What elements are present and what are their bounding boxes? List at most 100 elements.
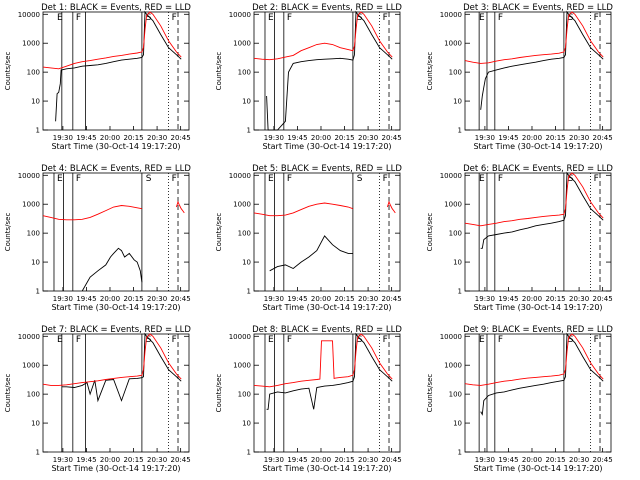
x-axis-label: Start Time (30-Oct-14 19:17:20) [473,303,602,312]
x-tick-label: 20:00 [311,134,331,142]
x-tick-label: 20:00 [522,456,542,464]
x-tick-label: 19:45 [287,295,307,303]
event-marker: F [76,13,81,23]
x-axis-label: Start Time (30-Oct-14 19:17:20) [473,464,602,473]
x-tick-label: 19:45 [498,456,518,464]
y-axis-label: Counts/sec [426,52,434,91]
y-axis-label: Counts/sec [4,213,12,252]
x-tick-label: 19:30 [475,456,495,464]
lld-series [42,11,182,70]
x-tick-label: 19:30 [264,295,284,303]
event-marker: F [287,13,292,23]
y-tick-label: 1 [458,127,462,135]
y-tick-label: 10 [31,259,40,267]
y-axis-label: Counts/sec [215,374,223,413]
x-tick-label: 20:30 [569,134,589,142]
panel-9: E F S F 1 10 100 1000 10000 19:30 19:45 20:00 20:15 2… [426,325,613,473]
panel-4: E F S F 1 10 100 1000 10000 19:30 19:45 20:00 20:15 2… [4,164,191,312]
panel-title: Det 8: BLACK = Events, RED = LLD [252,325,402,335]
x-tick-label: 19:30 [475,134,495,142]
plot-frame [464,172,612,292]
x-tick-label: 19:30 [53,295,73,303]
y-tick-label: 1000 [22,201,40,209]
events-series [81,247,143,292]
x-tick-label: 20:45 [171,134,191,142]
event-marker: S [568,335,574,345]
panel-title: Det 2: BLACK = Events, RED = LLD [252,3,402,13]
x-tick-label: 20:15 [334,295,354,303]
panel-6: E F S F 1 10 100 1000 10000 19:30 19:45 20:00 20:15 2… [426,164,613,312]
x-tick-label: 20:45 [593,134,613,142]
y-tick-label: 1 [36,449,40,457]
y-tick-label: 100 [238,391,251,399]
y-axis-label: Counts/sec [4,374,12,413]
x-tick-label: 20:30 [358,456,378,464]
event-marker: F [383,335,388,345]
event-marker: F [76,335,81,345]
event-marker: F [172,13,177,23]
event-marker: S [568,13,574,23]
panel-1: E F S F 1 10 100 1000 10000 19:30 19:45 20:00 20:15 2… [4,3,191,151]
events-series [480,10,604,110]
x-tick-label: 19:30 [53,134,73,142]
event-marker: F [498,13,503,23]
event-marker: E [268,335,274,345]
y-tick-label: 1000 [22,362,40,370]
event-marker: F [594,174,599,184]
y-axis-label: Counts/sec [215,213,223,252]
y-tick-label: 10000 [440,333,462,341]
y-tick-label: 1 [36,288,40,296]
plot-frame [42,333,190,453]
x-tick-label: 20:45 [593,456,613,464]
panel-7: E F S F 1 10 100 1000 10000 19:30 19:45 20:00 20:15 2… [4,325,191,473]
y-tick-label: 1 [247,449,251,457]
x-tick-label: 20:00 [311,295,331,303]
event-marker: F [594,335,599,345]
x-tick-label: 20:45 [171,295,191,303]
y-tick-label: 10 [242,420,251,428]
event-marker: E [479,174,485,184]
x-tick-label: 20:15 [545,295,565,303]
y-tick-label: 1 [247,127,251,135]
x-tick-label: 19:45 [287,456,307,464]
plot-frame [464,333,612,453]
x-tick-label: 20:15 [123,134,143,142]
y-tick-label: 100 [27,391,40,399]
x-tick-label: 20:00 [100,295,120,303]
event-marker: F [287,174,292,184]
event-marker: F [287,335,292,345]
x-axis-label: Start Time (30-Oct-14 19:17:20) [51,464,180,473]
y-tick-label: 10000 [440,11,462,19]
events-series [55,10,182,122]
y-tick-label: 10 [453,98,462,106]
x-tick-label: 20:15 [123,295,143,303]
y-tick-label: 10000 [229,11,251,19]
y-tick-label: 100 [238,230,251,238]
x-tick-label: 20:30 [147,456,167,464]
x-axis-label: Start Time (30-Oct-14 19:17:20) [51,303,180,312]
y-tick-label: 10000 [229,333,251,341]
x-tick-label: 20:00 [522,134,542,142]
lld-series-continued [386,200,396,214]
x-tick-label: 20:15 [334,456,354,464]
y-tick-label: 10000 [18,333,40,341]
event-marker: F [498,174,503,184]
x-tick-label: 19:30 [264,456,284,464]
lld-series [42,333,182,386]
x-tick-label: 19:45 [287,134,307,142]
panel-title: Det 9: BLACK = Events, RED = LLD [463,325,613,335]
x-axis-label: Start Time (30-Oct-14 19:17:20) [262,464,391,473]
y-tick-label: 1000 [444,201,462,209]
x-tick-label: 20:45 [382,295,402,303]
panel-5: E F S F 1 10 100 1000 10000 19:30 19:45 20:00 20:15 2… [215,164,402,312]
lld-series [253,11,393,61]
y-tick-label: 100 [27,230,40,238]
events-series [269,235,353,272]
event-marker: S [146,13,152,23]
panel-title: Det 4: BLACK = Events, RED = LLD [41,164,191,174]
event-marker: E [268,13,274,23]
panel-8: E F S F 1 10 100 1000 10000 19:30 19:45 20:00 20:15 2… [215,325,402,473]
y-tick-label: 1000 [233,362,251,370]
x-tick-label: 20:30 [358,134,378,142]
